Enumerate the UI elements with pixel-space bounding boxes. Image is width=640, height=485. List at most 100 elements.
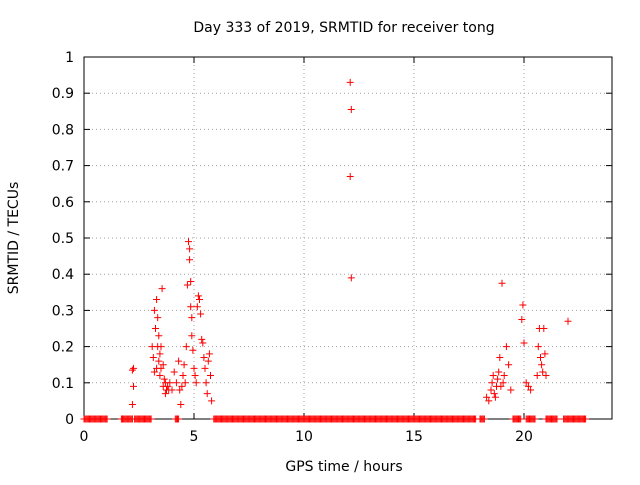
x-axis-label: GPS time / hours xyxy=(285,459,402,475)
y-tick-label: 0.8 xyxy=(52,122,74,138)
data-point xyxy=(483,393,491,401)
axes: 00.10.20.30.40.50.60.70.80.910 5 10 15 20 xyxy=(52,50,613,445)
grid-lines xyxy=(84,57,612,419)
y-axis-label: SRMTID / TECUs xyxy=(6,182,22,295)
data-point xyxy=(164,382,172,390)
data-point xyxy=(130,364,137,372)
data-point-zero xyxy=(582,415,590,423)
data-point xyxy=(498,279,506,287)
data-point xyxy=(153,296,161,304)
data-point xyxy=(194,292,202,300)
data-point xyxy=(170,368,178,376)
y-tick-label: 0.1 xyxy=(52,376,74,392)
data-point xyxy=(178,382,186,390)
data-point xyxy=(128,401,136,409)
data-point xyxy=(128,366,136,374)
data-point xyxy=(155,332,163,340)
data-point xyxy=(347,274,355,282)
data-point xyxy=(192,379,200,387)
data-point xyxy=(198,335,206,343)
data-point xyxy=(520,339,528,347)
data-point xyxy=(497,382,505,390)
data-point xyxy=(197,310,205,318)
y-tick-label: 0 xyxy=(65,412,74,428)
data-point xyxy=(540,325,548,332)
data-point xyxy=(157,364,165,372)
data-point xyxy=(152,325,159,332)
data-point xyxy=(190,364,198,372)
data-point xyxy=(166,379,174,387)
data-point xyxy=(346,78,354,86)
data-point xyxy=(527,386,535,394)
data-point xyxy=(507,386,515,394)
data-point xyxy=(185,238,192,246)
x-tick-label: 10 xyxy=(295,429,313,445)
data-point xyxy=(203,390,211,398)
data-point xyxy=(156,350,164,358)
data-point xyxy=(524,382,532,390)
data-point xyxy=(207,372,214,380)
data-point-zero xyxy=(147,415,155,423)
data-point xyxy=(179,372,187,380)
data-point xyxy=(150,306,158,314)
data-point xyxy=(485,397,493,405)
data-point xyxy=(490,390,498,398)
data-point xyxy=(204,357,212,365)
data-point xyxy=(188,314,196,322)
y-tick-label: 1 xyxy=(65,50,74,66)
data-points xyxy=(80,78,590,423)
data-point xyxy=(505,361,513,369)
data-point xyxy=(542,372,550,380)
data-point xyxy=(180,361,188,369)
y-tick-label: 0.4 xyxy=(52,267,74,283)
data-point xyxy=(161,390,169,398)
data-point xyxy=(488,379,496,387)
data-point xyxy=(541,350,549,358)
data-point xyxy=(205,350,213,358)
data-point xyxy=(489,372,497,380)
data-point xyxy=(181,379,189,387)
data-point xyxy=(155,357,163,365)
data-point-zero xyxy=(480,415,488,423)
data-point xyxy=(150,368,158,376)
data-point-zero xyxy=(531,415,539,423)
data-point xyxy=(159,361,167,369)
data-point xyxy=(158,285,166,293)
data-point xyxy=(494,375,502,383)
data-point xyxy=(539,368,547,376)
data-point xyxy=(188,332,196,340)
data-point xyxy=(202,379,210,387)
data-point xyxy=(177,401,185,409)
x-tick-label: 15 xyxy=(405,429,423,445)
data-point xyxy=(518,315,526,323)
data-point xyxy=(496,353,504,361)
y-tick-label: 0.7 xyxy=(52,159,74,175)
data-point xyxy=(156,372,164,380)
y-tick-label: 0.9 xyxy=(52,86,74,102)
data-point xyxy=(537,353,544,361)
y-tick-label: 0.5 xyxy=(52,231,74,247)
data-point xyxy=(189,346,197,354)
data-point xyxy=(200,353,208,361)
y-tick-label: 0.6 xyxy=(52,195,74,211)
data-point xyxy=(502,343,510,351)
data-point-zero xyxy=(175,415,183,423)
data-point xyxy=(182,343,190,351)
data-point xyxy=(199,339,207,347)
chart-title: Day 333 of 2019, SRMTID for receiver ton… xyxy=(193,20,494,36)
data-point xyxy=(172,379,180,387)
y-tick-label: 0.2 xyxy=(52,340,74,356)
y-tick-label: 0.3 xyxy=(52,303,74,319)
data-point xyxy=(346,172,354,180)
data-point xyxy=(500,372,508,380)
data-point xyxy=(160,375,168,383)
data-point xyxy=(347,105,355,113)
data-point xyxy=(168,386,176,394)
data-point xyxy=(208,397,216,405)
data-point xyxy=(538,361,546,369)
data-point xyxy=(186,256,194,264)
data-point xyxy=(534,343,542,351)
data-point xyxy=(491,393,499,401)
